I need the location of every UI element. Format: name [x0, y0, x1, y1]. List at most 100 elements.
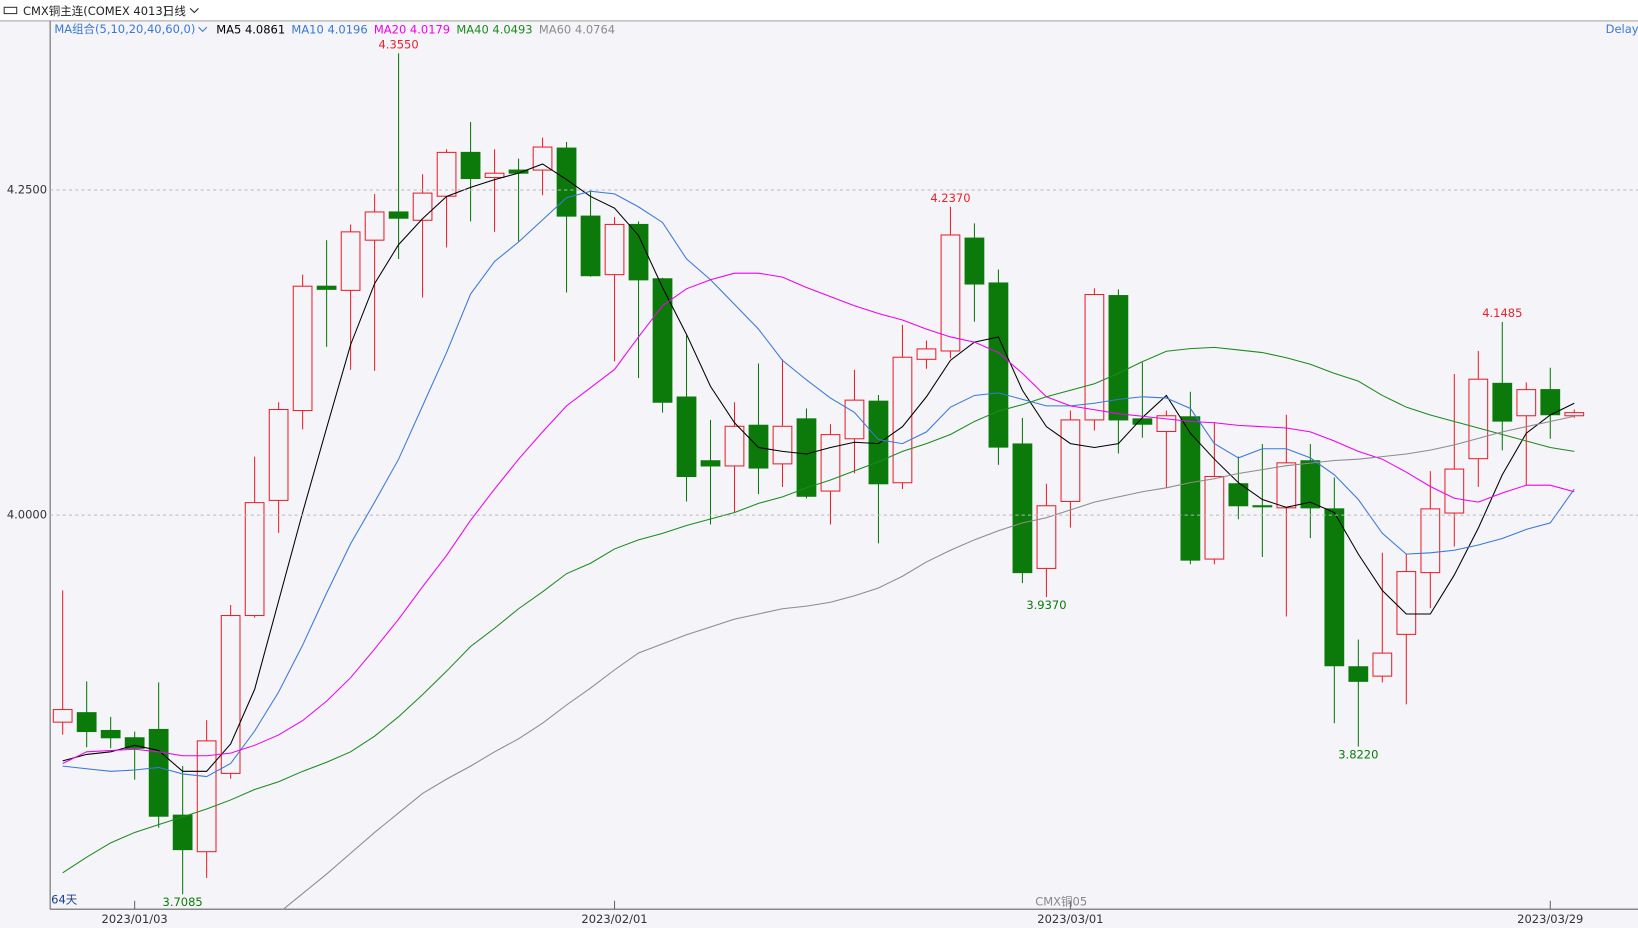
candle-body	[1444, 468, 1465, 514]
menu-icon[interactable]	[3, 6, 18, 15]
candle-body	[340, 231, 361, 291]
candle-body	[292, 285, 313, 412]
candle-body	[628, 223, 649, 281]
legend-value: 4.0179	[410, 22, 450, 36]
legend-entry: MA20 4.0179	[374, 22, 450, 36]
candle-body	[1300, 460, 1321, 509]
period-dropdown-arrow[interactable]	[189, 7, 199, 14]
x-tick-label: 2023/03/01	[1037, 912, 1103, 926]
candle-body	[1396, 571, 1417, 635]
ma-line	[62, 346, 1575, 874]
x-tick-label: 2023/01/03	[102, 912, 168, 926]
candle-body	[1372, 652, 1393, 677]
period-selector[interactable]: 日线	[163, 4, 186, 18]
candle-body	[196, 740, 217, 853]
candle-body	[268, 408, 289, 501]
candle-body	[148, 728, 169, 817]
candle-body	[580, 215, 601, 277]
candle-body	[988, 282, 1009, 448]
candle-body	[1540, 389, 1561, 416]
candle-body	[388, 211, 409, 219]
ma-line	[282, 415, 1575, 910]
legend-name: MA5	[216, 22, 241, 36]
candle-body	[1468, 378, 1489, 460]
indicator-selector[interactable]: MA组合(5,10,20,40,60,0)	[54, 22, 195, 36]
candle-body	[1564, 412, 1585, 417]
candle-body	[724, 425, 745, 467]
candle-body	[76, 712, 97, 733]
y-tick-label: 4.2500	[7, 182, 47, 196]
candle-body	[700, 460, 721, 467]
candle-body	[1132, 418, 1153, 425]
candle-body	[220, 614, 241, 774]
indicator-dropdown-arrow[interactable]	[198, 26, 208, 33]
candle-body	[676, 396, 697, 478]
candle-body	[172, 814, 193, 851]
candle-body	[1084, 294, 1105, 421]
y-tick-label: 4.0000	[7, 508, 47, 522]
candle-body	[1012, 443, 1033, 574]
candle-body	[604, 223, 625, 276]
candle-body	[1324, 508, 1345, 667]
ma-line	[62, 272, 1575, 764]
candle-body	[364, 211, 385, 241]
candle-body	[1060, 419, 1081, 502]
candle-body	[796, 418, 817, 497]
candle-body	[100, 729, 121, 739]
candle-body	[748, 424, 769, 469]
candle-body	[1516, 389, 1537, 417]
bar-count: 64天	[51, 892, 78, 906]
feed-status: Delay	[1606, 22, 1638, 36]
candle-body	[1252, 505, 1273, 508]
candle-body	[52, 709, 73, 723]
candle-body	[964, 237, 985, 285]
low-annotation: 3.7085	[163, 895, 203, 909]
legend-value: 4.0196	[327, 22, 367, 36]
legend-name: MA60	[539, 22, 571, 36]
high-annotation: 4.1485	[1482, 306, 1522, 320]
candle-body	[892, 356, 913, 484]
candle-body	[868, 400, 889, 485]
legend-value: 4.0861	[245, 22, 285, 36]
candle-body	[1204, 475, 1225, 560]
chart-title: CMX铜主连(COMEX 4013)	[23, 4, 167, 18]
legend-name: MA20	[374, 22, 406, 36]
candle-body	[940, 234, 961, 352]
candle-body	[244, 502, 265, 617]
candle-body	[124, 737, 145, 749]
legend-entry: MA10 4.0196	[291, 22, 367, 36]
contract-label: CMX铜05	[1035, 894, 1087, 908]
x-tick-label: 2023/02/01	[581, 912, 647, 926]
candle-body	[1492, 382, 1513, 422]
candle-body	[652, 278, 673, 403]
legend-value: 4.0493	[492, 22, 532, 36]
candle-body	[484, 172, 505, 179]
legend-value: 4.0764	[575, 22, 615, 36]
candle-body	[412, 192, 433, 221]
candle-body	[1420, 508, 1441, 574]
low-annotation: 3.9370	[1026, 598, 1066, 612]
legend-entry: MA5 4.0861	[216, 22, 285, 36]
candle-body	[1228, 483, 1249, 507]
candle-body	[1036, 505, 1057, 569]
header-bar	[0, 0, 1638, 21]
candle-body	[460, 151, 481, 180]
ma-line	[62, 190, 1575, 778]
candle-body	[1180, 416, 1201, 561]
candle-body	[916, 348, 937, 360]
candle-body	[532, 146, 553, 171]
candle-body	[556, 147, 577, 217]
legend-name: MA40	[456, 22, 488, 36]
candle-body	[1108, 295, 1129, 421]
candle-body	[1276, 462, 1297, 509]
candle-body	[316, 285, 337, 290]
ma-line	[62, 163, 1575, 772]
high-annotation: 4.3550	[378, 38, 418, 52]
high-annotation: 4.2370	[930, 191, 970, 205]
x-tick-label: 2023/03/29	[1517, 912, 1583, 926]
legend-name: MA10	[291, 22, 323, 36]
candle-body	[772, 425, 793, 465]
